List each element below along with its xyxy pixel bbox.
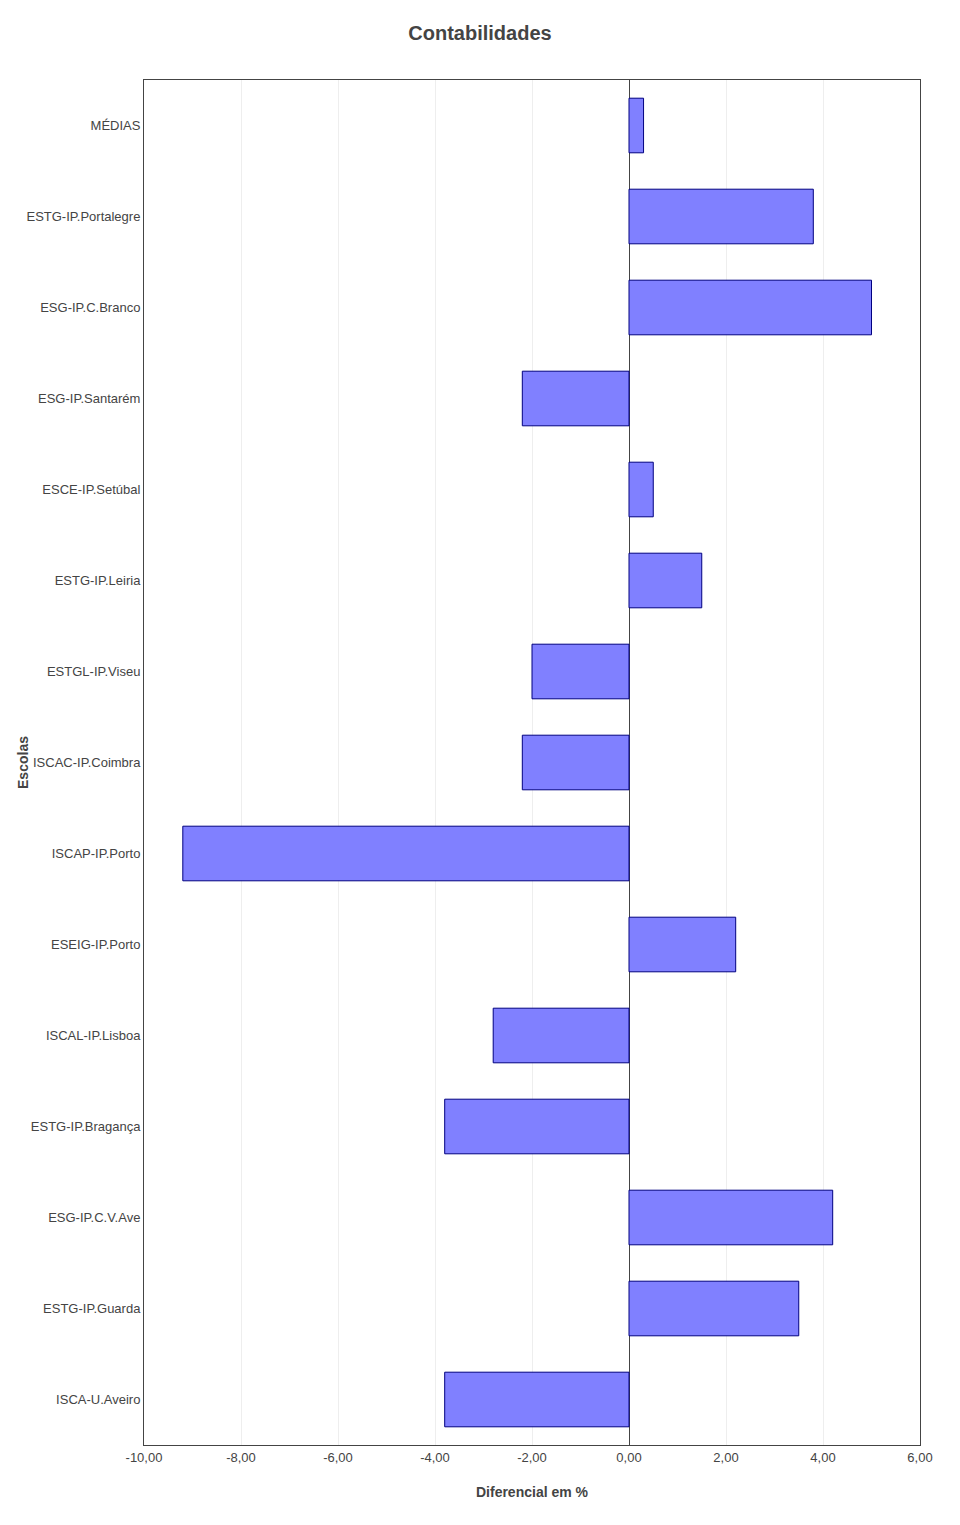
svg-text:-2,00: -2,00 [517,1450,547,1465]
svg-text:-10,00: -10,00 [126,1450,163,1465]
svg-text:ESTG-IP.Portalegre: ESTG-IP.Portalegre [26,209,140,224]
svg-text:ESG-IP.C.V.Ave: ESG-IP.C.V.Ave [48,1210,140,1225]
svg-text:Escolas: Escolas [15,736,31,789]
svg-text:ESG-IP.C.Branco: ESG-IP.C.Branco [40,300,140,315]
svg-text:ESCE-IP.Setúbal: ESCE-IP.Setúbal [42,482,140,497]
svg-text:ESTG-IP.Guarda: ESTG-IP.Guarda [43,1301,141,1316]
svg-text:ESTG-IP.Leiria: ESTG-IP.Leiria [55,573,142,588]
svg-text:ESTG-IP.Bragança: ESTG-IP.Bragança [31,1119,141,1134]
svg-text:ESEIG-IP.Porto: ESEIG-IP.Porto [51,937,140,952]
svg-text:ISCA-U.Aveiro: ISCA-U.Aveiro [56,1392,140,1407]
svg-text:ISCAC-IP.Coimbra: ISCAC-IP.Coimbra [33,755,141,770]
svg-text:Diferencial em %: Diferencial em % [476,1484,589,1500]
svg-text:6,00: 6,00 [907,1450,932,1465]
svg-text:ISCAP-IP.Porto: ISCAP-IP.Porto [52,846,141,861]
svg-text:4,00: 4,00 [810,1450,835,1465]
svg-text:ESTGL-IP.Viseu: ESTGL-IP.Viseu [47,664,140,679]
svg-text:ISCAL-IP.Lisboa: ISCAL-IP.Lisboa [46,1028,141,1043]
svg-text:0,00: 0,00 [616,1450,641,1465]
svg-text:ESG-IP.Santarém: ESG-IP.Santarém [38,391,140,406]
svg-text:Contabilidades: Contabilidades [408,22,551,44]
svg-text:-8,00: -8,00 [226,1450,256,1465]
svg-text:MÉDIAS: MÉDIAS [91,118,141,133]
svg-text:-4,00: -4,00 [420,1450,450,1465]
svg-text:-6,00: -6,00 [323,1450,353,1465]
svg-text:2,00: 2,00 [713,1450,738,1465]
